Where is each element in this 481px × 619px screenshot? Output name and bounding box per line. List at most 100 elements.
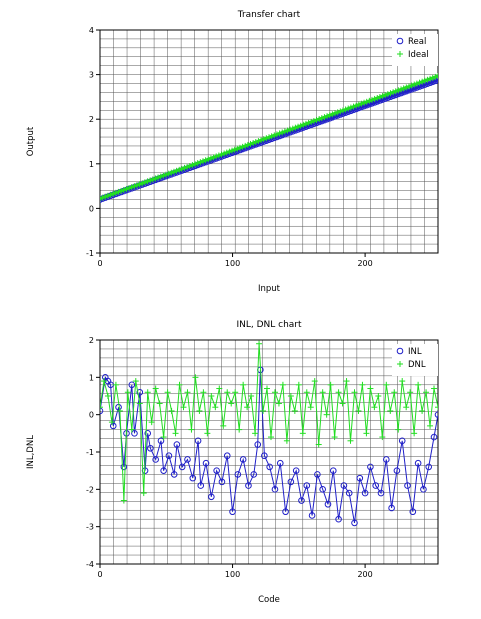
data-point xyxy=(131,430,138,437)
data-point xyxy=(157,173,164,180)
data-point xyxy=(184,456,191,463)
data-point xyxy=(387,90,394,97)
data-point xyxy=(339,107,346,114)
data-point xyxy=(107,191,114,198)
data-point xyxy=(131,183,138,190)
data-point xyxy=(202,157,209,164)
data-point xyxy=(100,404,103,411)
legend-marker xyxy=(397,361,403,367)
data-point xyxy=(228,400,235,407)
data-point xyxy=(205,156,212,163)
data-point xyxy=(279,381,286,388)
data-point xyxy=(347,104,354,111)
data-point xyxy=(112,189,119,196)
data-point xyxy=(383,381,390,388)
data-point xyxy=(102,193,109,200)
data-point xyxy=(339,400,346,407)
series-line xyxy=(100,343,438,501)
plot-area xyxy=(100,340,438,564)
data-point xyxy=(308,118,315,125)
y-tick-label: 2 xyxy=(89,336,94,345)
data-point xyxy=(434,76,438,84)
y-tick-label: 1 xyxy=(89,373,94,382)
data-point xyxy=(329,111,336,118)
data-point xyxy=(398,86,405,93)
data-point xyxy=(414,459,422,467)
data-point xyxy=(178,463,186,471)
data-point xyxy=(213,153,220,160)
legend-marker xyxy=(397,51,403,57)
data-point xyxy=(371,404,378,411)
data-point xyxy=(140,490,147,497)
data-point xyxy=(149,176,156,183)
data-point xyxy=(147,177,154,184)
x-tick-label: 200 xyxy=(357,259,372,268)
data-point xyxy=(361,489,369,497)
data-point xyxy=(240,381,247,388)
data-point xyxy=(419,407,426,414)
data-point xyxy=(356,474,364,482)
data-point xyxy=(192,161,199,168)
data-point xyxy=(128,184,135,191)
data-point xyxy=(419,78,426,85)
data-point xyxy=(229,508,236,516)
data-point xyxy=(411,430,418,437)
data-point xyxy=(156,400,163,407)
data-point xyxy=(318,115,325,122)
data-point xyxy=(160,172,167,179)
data-point xyxy=(194,160,201,167)
x-tick-label: 200 xyxy=(357,570,372,579)
data-point xyxy=(236,426,243,433)
data-point xyxy=(323,411,330,418)
data-point xyxy=(395,426,402,433)
data-point xyxy=(311,378,318,385)
data-point xyxy=(331,434,338,441)
data-point xyxy=(200,389,207,396)
data-point xyxy=(358,100,365,107)
data-point xyxy=(319,389,326,396)
data-point xyxy=(244,404,251,411)
data-point xyxy=(170,168,177,175)
data-point xyxy=(215,152,222,159)
data-point xyxy=(189,162,196,169)
data-point xyxy=(207,155,214,162)
data-point xyxy=(250,140,257,147)
series-ideal xyxy=(100,72,438,202)
data-point xyxy=(120,497,127,504)
data-point xyxy=(427,75,434,82)
data-point xyxy=(144,430,152,437)
data-point xyxy=(266,463,273,471)
data-point xyxy=(355,101,362,108)
data-point xyxy=(202,459,210,467)
y-tick-label: -3 xyxy=(86,523,94,532)
y-tick-label: 2 xyxy=(89,115,94,124)
data-point xyxy=(295,123,302,130)
data-point xyxy=(197,159,204,166)
data-point xyxy=(132,378,139,385)
data-point xyxy=(407,389,414,396)
data-point xyxy=(276,459,284,467)
data-point xyxy=(136,388,144,396)
legend-box xyxy=(392,344,438,376)
data-point xyxy=(329,467,337,474)
plot-frame xyxy=(99,29,439,254)
legend-label: Real xyxy=(408,37,426,47)
data-point xyxy=(429,74,436,81)
data-point xyxy=(313,117,320,124)
data-point xyxy=(299,430,306,437)
data-point xyxy=(165,170,172,177)
data-point xyxy=(382,92,389,99)
data-point xyxy=(347,437,354,444)
data-point xyxy=(163,171,170,178)
data-point xyxy=(271,486,279,493)
data-point xyxy=(268,133,275,140)
data-point xyxy=(321,114,328,121)
data-point xyxy=(192,374,199,381)
data-point xyxy=(208,393,215,399)
data-point xyxy=(391,389,398,396)
data-point xyxy=(297,122,304,129)
data-point xyxy=(424,76,431,83)
data-point xyxy=(234,145,241,152)
data-point xyxy=(180,404,187,411)
data-point xyxy=(404,482,411,489)
